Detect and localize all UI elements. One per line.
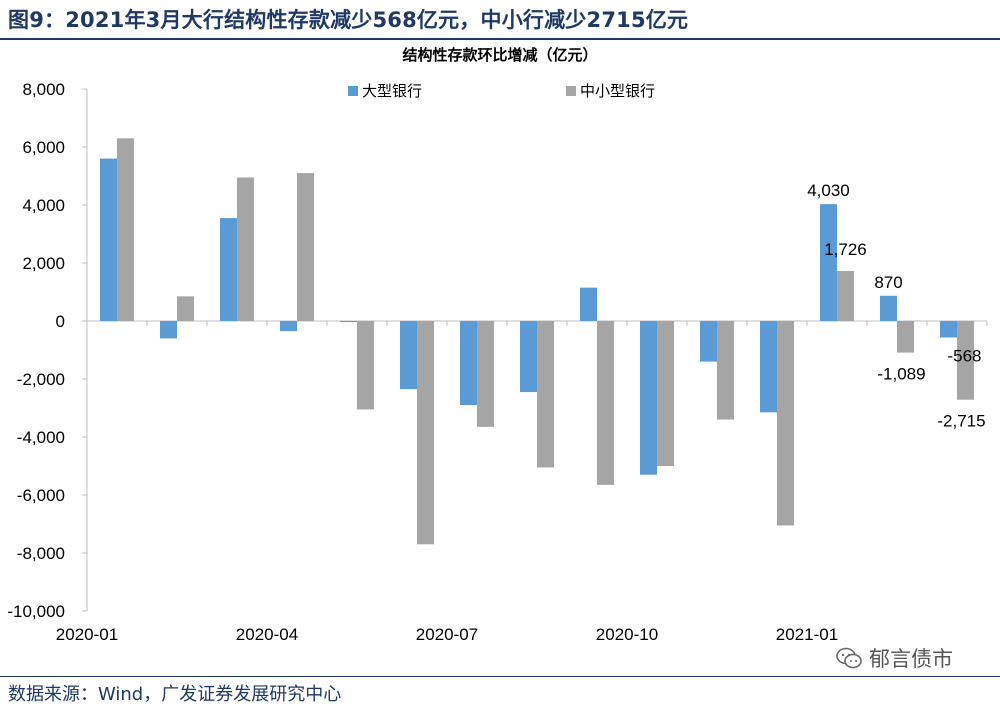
bar-series1-2020-01 [100, 158, 117, 321]
x-tick-label: 2020-10 [596, 625, 658, 644]
y-tick-label: -2,000 [17, 370, 65, 389]
bar-series2-2020-10 [657, 321, 674, 466]
y-tick-label: -8,000 [17, 544, 65, 563]
y-tick-label: -6,000 [17, 486, 65, 505]
bar-series1-2020-03 [220, 218, 237, 321]
bar-series2-2020-03 [237, 177, 254, 321]
bar-series2-2020-12 [777, 321, 794, 526]
title-rule [0, 38, 1000, 40]
legend-swatch-2 [566, 86, 576, 96]
data-label: 870 [874, 273, 902, 292]
bar-series1-2021-01 [820, 204, 837, 321]
y-tick-label: 4,000 [22, 196, 65, 215]
bar-series1-2020-04 [280, 321, 297, 332]
bar-series2-2021-02 [897, 321, 914, 353]
x-tick-label: 2020-04 [236, 625, 298, 644]
bar-series2-2021-03 [957, 321, 974, 400]
chart-title: 结构性存款环比增减（亿元） [402, 46, 597, 64]
data-label: -2,715 [937, 412, 985, 431]
source-rule [0, 676, 1000, 677]
bar-series1-2020-08 [520, 321, 537, 393]
bar-series1-2021-02 [880, 295, 897, 321]
bar-series2-2020-08 [537, 321, 554, 468]
bar-series1-2021-03 [940, 321, 957, 338]
legend-label-2: 中小型银行 [580, 82, 655, 100]
data-label: 4,030 [807, 181, 850, 200]
watermark-text: 郁言债市 [869, 647, 953, 671]
bar-series1-2020-11 [700, 321, 717, 362]
y-tick-label: 2,000 [22, 254, 65, 273]
bar-series2-2020-05 [357, 321, 374, 410]
y-tick-label: 0 [56, 312, 65, 331]
bar-series2-2020-01 [117, 138, 134, 321]
bar-series2-2020-06 [417, 321, 434, 545]
bar-series1-2020-02 [160, 321, 177, 339]
bar-series2-2020-02 [177, 296, 194, 321]
bar-series1-2020-12 [760, 321, 777, 413]
bar-series1-2020-05 [340, 321, 357, 322]
x-tick-label: 2020-01 [56, 625, 118, 644]
y-tick-label: -10,000 [7, 602, 65, 621]
bar-series1-2020-09 [580, 287, 597, 321]
data-label: -1,089 [877, 365, 925, 384]
source-note: 数据来源：Wind，广发证券发展研究中心 [8, 684, 342, 705]
y-tick-label: 8,000 [22, 80, 65, 99]
legend-label-1: 大型银行 [362, 82, 422, 100]
data-label: -568 [947, 346, 981, 365]
x-tick-label: 2020-07 [416, 625, 478, 644]
bar-series1-2020-06 [400, 321, 417, 390]
data-label: 1,726 [824, 240, 867, 259]
bar-series2-2020-11 [717, 321, 734, 420]
bar-series2-2021-01 [837, 270, 854, 321]
x-tick-label: 2021-01 [776, 625, 838, 644]
watermark: 郁言债市 [835, 643, 953, 673]
wechat-icon [836, 647, 862, 669]
bar-chart: 结构性存款环比增减（亿元） 大型银行 中小型银行 8,000 6,000 4,000 2… [7, 46, 988, 644]
bar-series2-2020-09 [597, 321, 614, 485]
bar-series2-2020-04 [297, 173, 314, 321]
legend-swatch-1 [348, 86, 358, 96]
y-tick-label: -4,000 [17, 428, 65, 447]
bar-series2-2020-07 [477, 321, 494, 427]
bar-series1-2020-07 [460, 321, 477, 406]
figure-title: 图9：2021年3月大行结构性存款减少568亿元，中小行减少2715亿元 [8, 8, 689, 32]
bar-series1-2020-10 [640, 321, 657, 475]
y-tick-label: 6,000 [22, 138, 65, 157]
